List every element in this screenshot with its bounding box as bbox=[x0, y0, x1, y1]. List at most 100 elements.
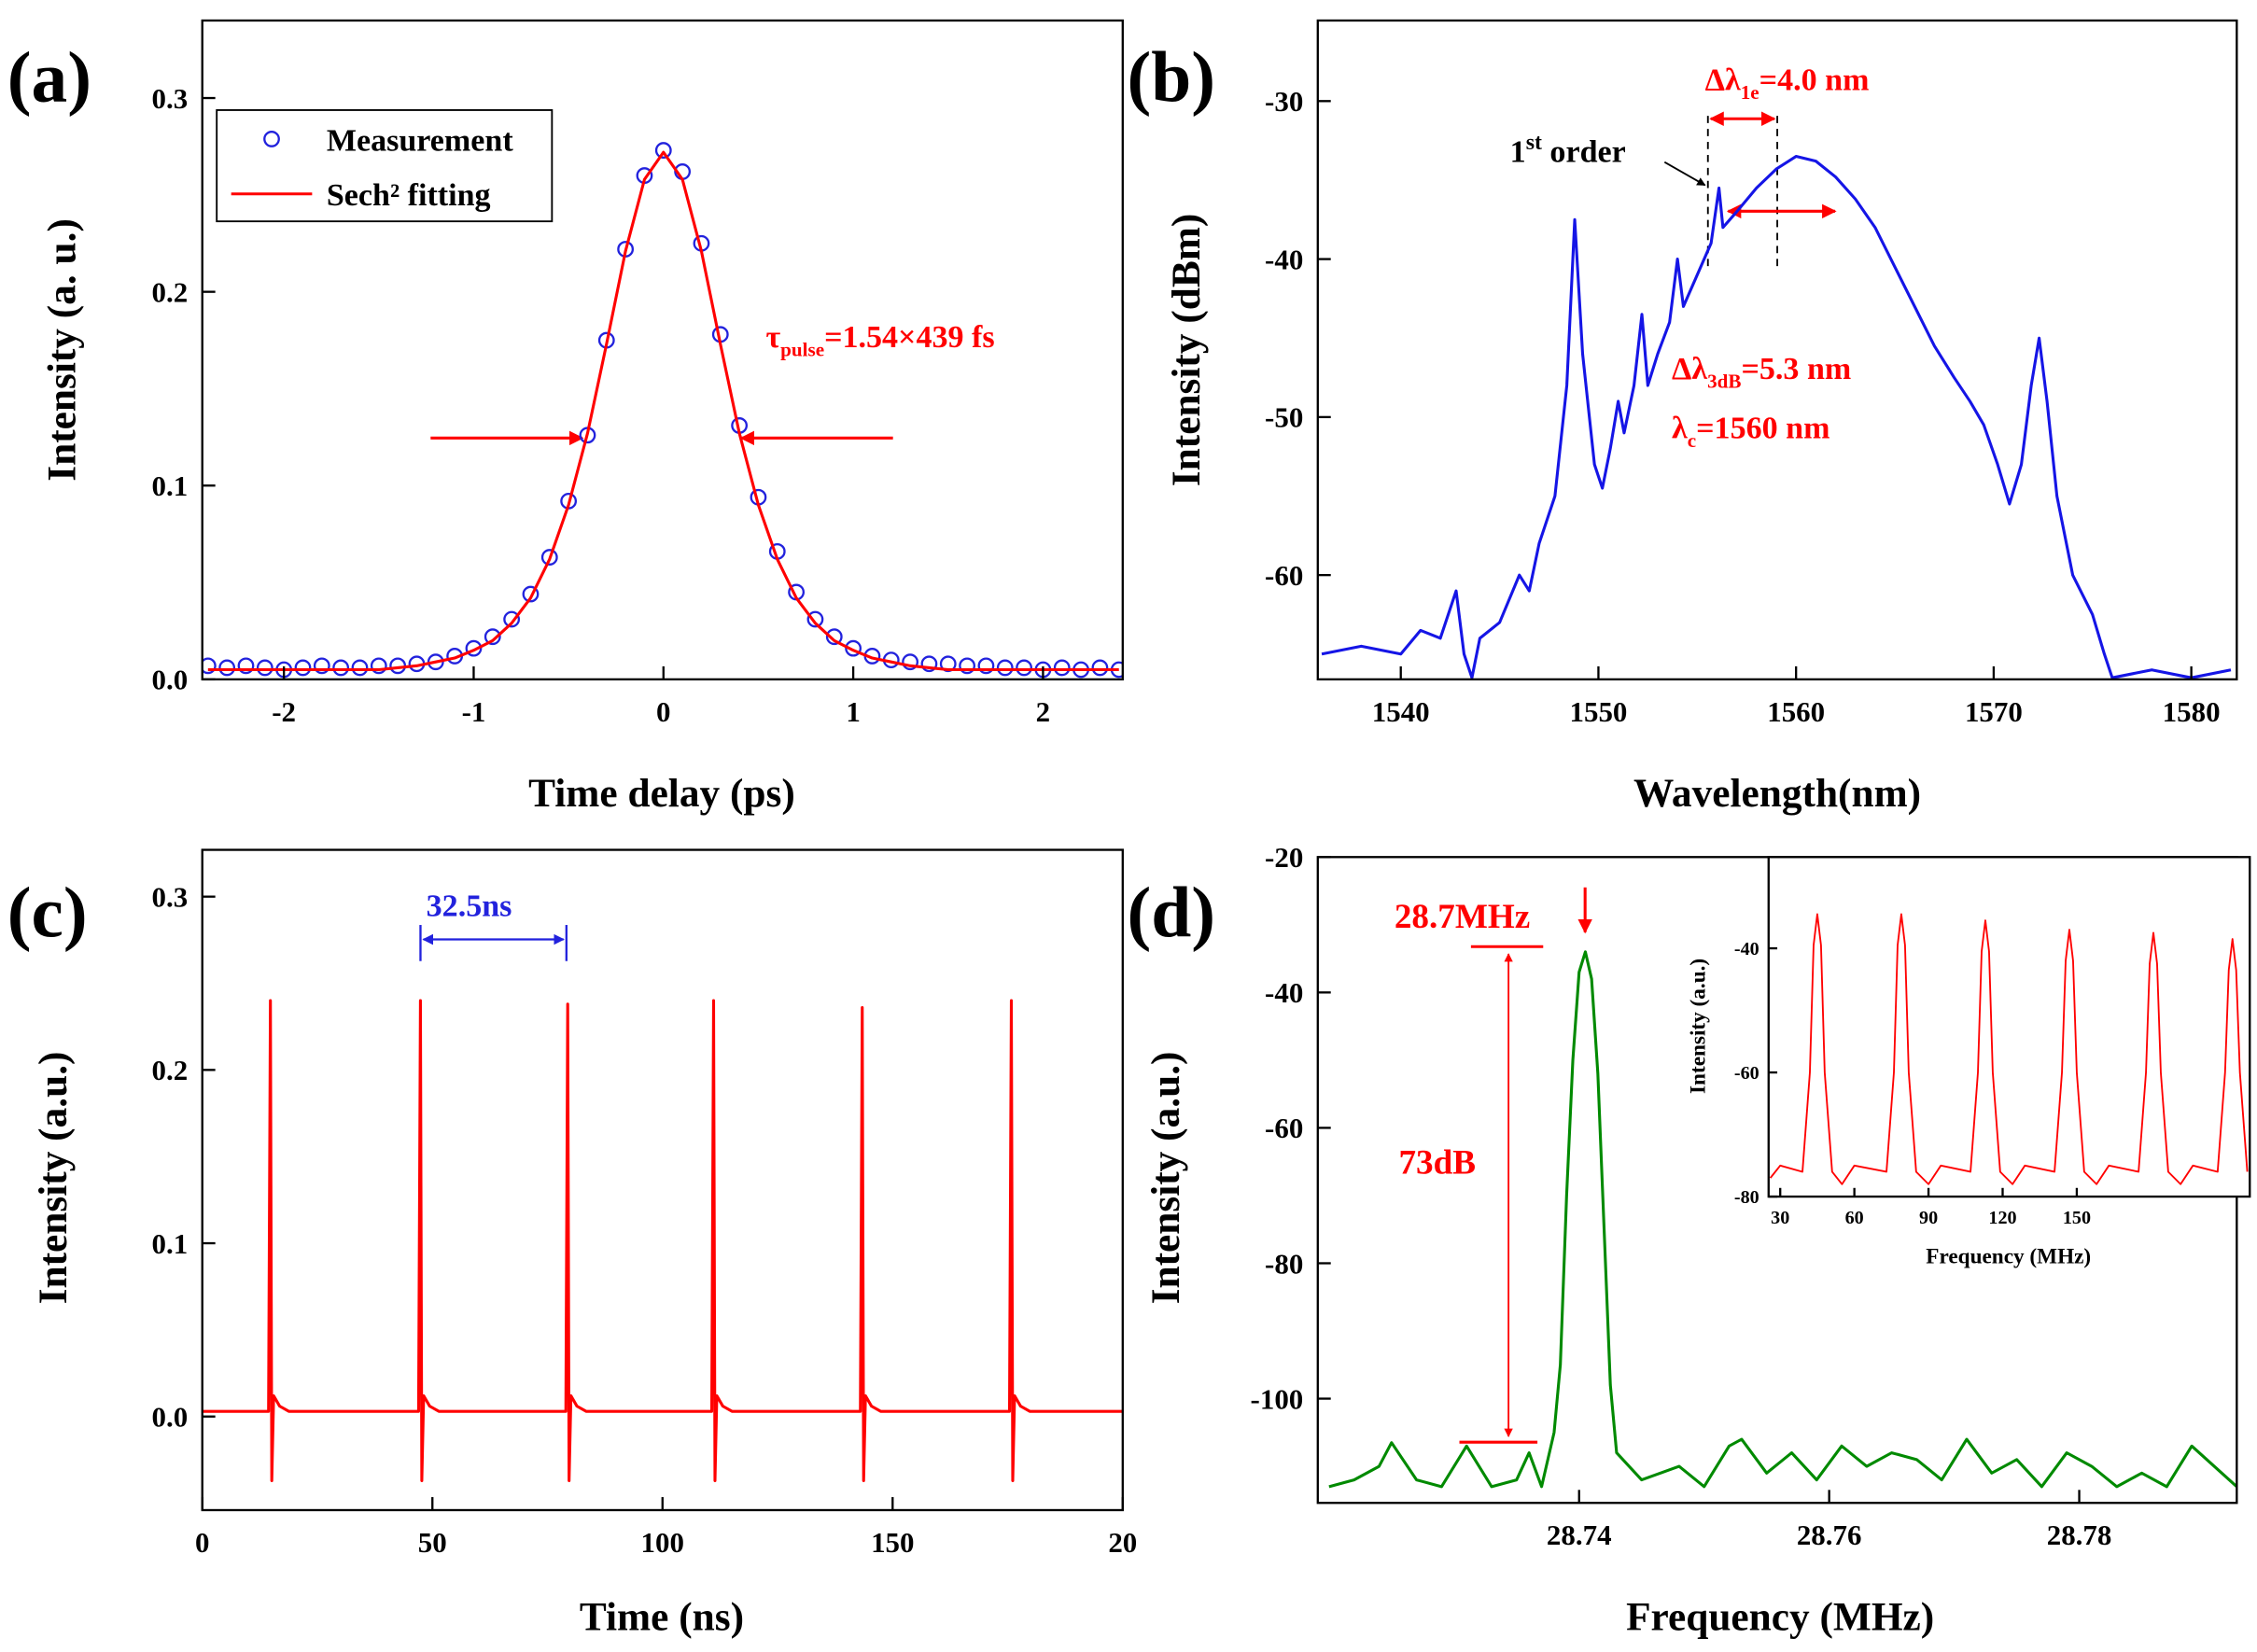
annotation-tail: =4.0 nm bbox=[1759, 63, 1870, 97]
annotation: λc=1560 nm bbox=[1672, 411, 1829, 452]
x-tick-label: 1 bbox=[846, 695, 860, 728]
inset-background bbox=[1768, 857, 2250, 1197]
x-tick-label: 1570 bbox=[1965, 695, 2023, 728]
plot-area bbox=[1328, 950, 2237, 1489]
x-axis-label: Time delay (ps) bbox=[528, 771, 795, 816]
y-tick-label: -60 bbox=[1265, 1112, 1303, 1144]
annotation-text: 73dB bbox=[1398, 1143, 1476, 1182]
y-axis-label: Intensity (a.u.) bbox=[31, 1052, 76, 1305]
annotation-text: τ bbox=[765, 320, 780, 355]
annotation: Δλ1e=4.0 nm bbox=[1705, 63, 1870, 104]
annotation: 73dB bbox=[1398, 1143, 1476, 1182]
panel-label: (b) bbox=[1127, 37, 1215, 118]
annotation-text: Δλ bbox=[1672, 352, 1707, 386]
x-tick-label: 60 bbox=[1845, 1208, 1864, 1228]
y-tick-label: -100 bbox=[1251, 1382, 1304, 1415]
data-point bbox=[351, 659, 369, 677]
x-axis-label: Wavelength(nm) bbox=[1633, 771, 1921, 816]
y-tick-label: 0.1 bbox=[152, 469, 189, 502]
data-point bbox=[484, 628, 501, 646]
y-tick-label: 0.1 bbox=[152, 1227, 189, 1260]
snr-markers bbox=[1459, 887, 1592, 1444]
data-point bbox=[845, 639, 862, 657]
panel-label: (c) bbox=[7, 872, 88, 952]
y-axis-label: Intensity (a. u.) bbox=[39, 218, 84, 482]
y-tick-label: -60 bbox=[1734, 1063, 1759, 1084]
annotation-tail: order bbox=[1542, 135, 1626, 170]
x-tick-label: 2 bbox=[1036, 695, 1050, 728]
annotation-text: Δλ bbox=[1705, 63, 1741, 97]
y-axis-label: Intensity (dBm) bbox=[1164, 214, 1209, 486]
data-point bbox=[237, 657, 255, 675]
x-tick-label: 90 bbox=[1919, 1208, 1938, 1228]
y-tick-label: 0.3 bbox=[152, 82, 189, 115]
x-tick-label: 20 bbox=[1108, 1526, 1137, 1559]
axes-frame bbox=[201, 19, 1124, 681]
plot-area bbox=[1321, 155, 2232, 679]
y-tick-label: -40 bbox=[1265, 976, 1303, 1009]
data-point bbox=[959, 657, 975, 675]
y-tick-label: 0.0 bbox=[152, 1401, 189, 1434]
y-tick-label: -30 bbox=[1265, 85, 1303, 118]
legend: Measurement Sech² fitting bbox=[216, 109, 554, 223]
panel-label: (d) bbox=[1127, 872, 1215, 952]
data-point bbox=[202, 657, 217, 675]
data-point bbox=[902, 653, 918, 671]
data-point bbox=[313, 657, 330, 675]
x-tick-label: 150 bbox=[871, 1526, 914, 1559]
annotation-text: 32.5ns bbox=[427, 889, 512, 924]
y-tick-label: 0.2 bbox=[152, 1054, 189, 1086]
annotation-subscript: pulse bbox=[780, 338, 824, 360]
x-tick-label: 28.74 bbox=[1547, 1519, 1612, 1551]
plot-area bbox=[202, 142, 1123, 679]
annotation: τpulse=1.54×439 fs bbox=[765, 320, 994, 361]
annotation: 32.5ns bbox=[427, 889, 512, 924]
y-tick-label: 0.0 bbox=[152, 664, 189, 696]
data-line bbox=[1769, 913, 2249, 1185]
panel-label: (a) bbox=[7, 37, 91, 118]
x-tick-label: 100 bbox=[641, 1526, 684, 1559]
y-axis-label: Intensity (a.u.) bbox=[1687, 959, 1711, 1094]
data-point bbox=[920, 655, 938, 673]
y-tick-label: -80 bbox=[1265, 1247, 1303, 1280]
x-tick-label: -2 bbox=[272, 695, 296, 728]
legend-label: Sech² fitting bbox=[327, 178, 491, 213]
data-point bbox=[503, 610, 521, 628]
legend-box bbox=[216, 109, 554, 223]
x-tick-label: 30 bbox=[1771, 1208, 1789, 1228]
x-tick-label: 1540 bbox=[1372, 695, 1430, 728]
x-tick-label: 120 bbox=[1988, 1208, 2016, 1228]
data-point bbox=[540, 549, 558, 566]
x-tick-label: 1580 bbox=[2163, 695, 2221, 728]
data-line bbox=[207, 150, 1119, 672]
x-tick-label: 28.76 bbox=[1797, 1519, 1862, 1551]
annotation-subscript: 1e bbox=[1741, 81, 1759, 104]
data-line bbox=[1328, 950, 2237, 1489]
data-point bbox=[465, 639, 483, 657]
annotation: 28.7MHz bbox=[1395, 898, 1530, 936]
data-point bbox=[218, 659, 236, 677]
x-tick-label: -1 bbox=[462, 695, 486, 728]
data-point bbox=[825, 628, 843, 646]
data-point bbox=[332, 659, 350, 677]
plot-area bbox=[1769, 913, 2249, 1185]
x-tick-label: 50 bbox=[418, 1526, 447, 1559]
plot-area bbox=[202, 999, 1123, 1482]
annotation: 1st order bbox=[1510, 131, 1626, 170]
period-marker bbox=[419, 925, 568, 961]
data-point bbox=[1016, 659, 1032, 677]
x-axis-label: Frequency (MHz) bbox=[1926, 1244, 2091, 1268]
x-tick-label: 0 bbox=[656, 695, 670, 728]
annotation-tail: =1560 nm bbox=[1696, 411, 1829, 445]
y-tick-label: -40 bbox=[1265, 243, 1303, 275]
data-point bbox=[1053, 659, 1071, 677]
x-tick-label: 28.78 bbox=[2047, 1519, 2112, 1551]
x-tick-label: 0 bbox=[195, 1526, 209, 1559]
data-point bbox=[996, 659, 1014, 677]
data-point bbox=[370, 657, 387, 675]
annotation: Δλ3dB=5.3 nm bbox=[1672, 352, 1851, 393]
legend-marker bbox=[263, 131, 280, 147]
y-tick-label: 0.2 bbox=[152, 275, 189, 308]
